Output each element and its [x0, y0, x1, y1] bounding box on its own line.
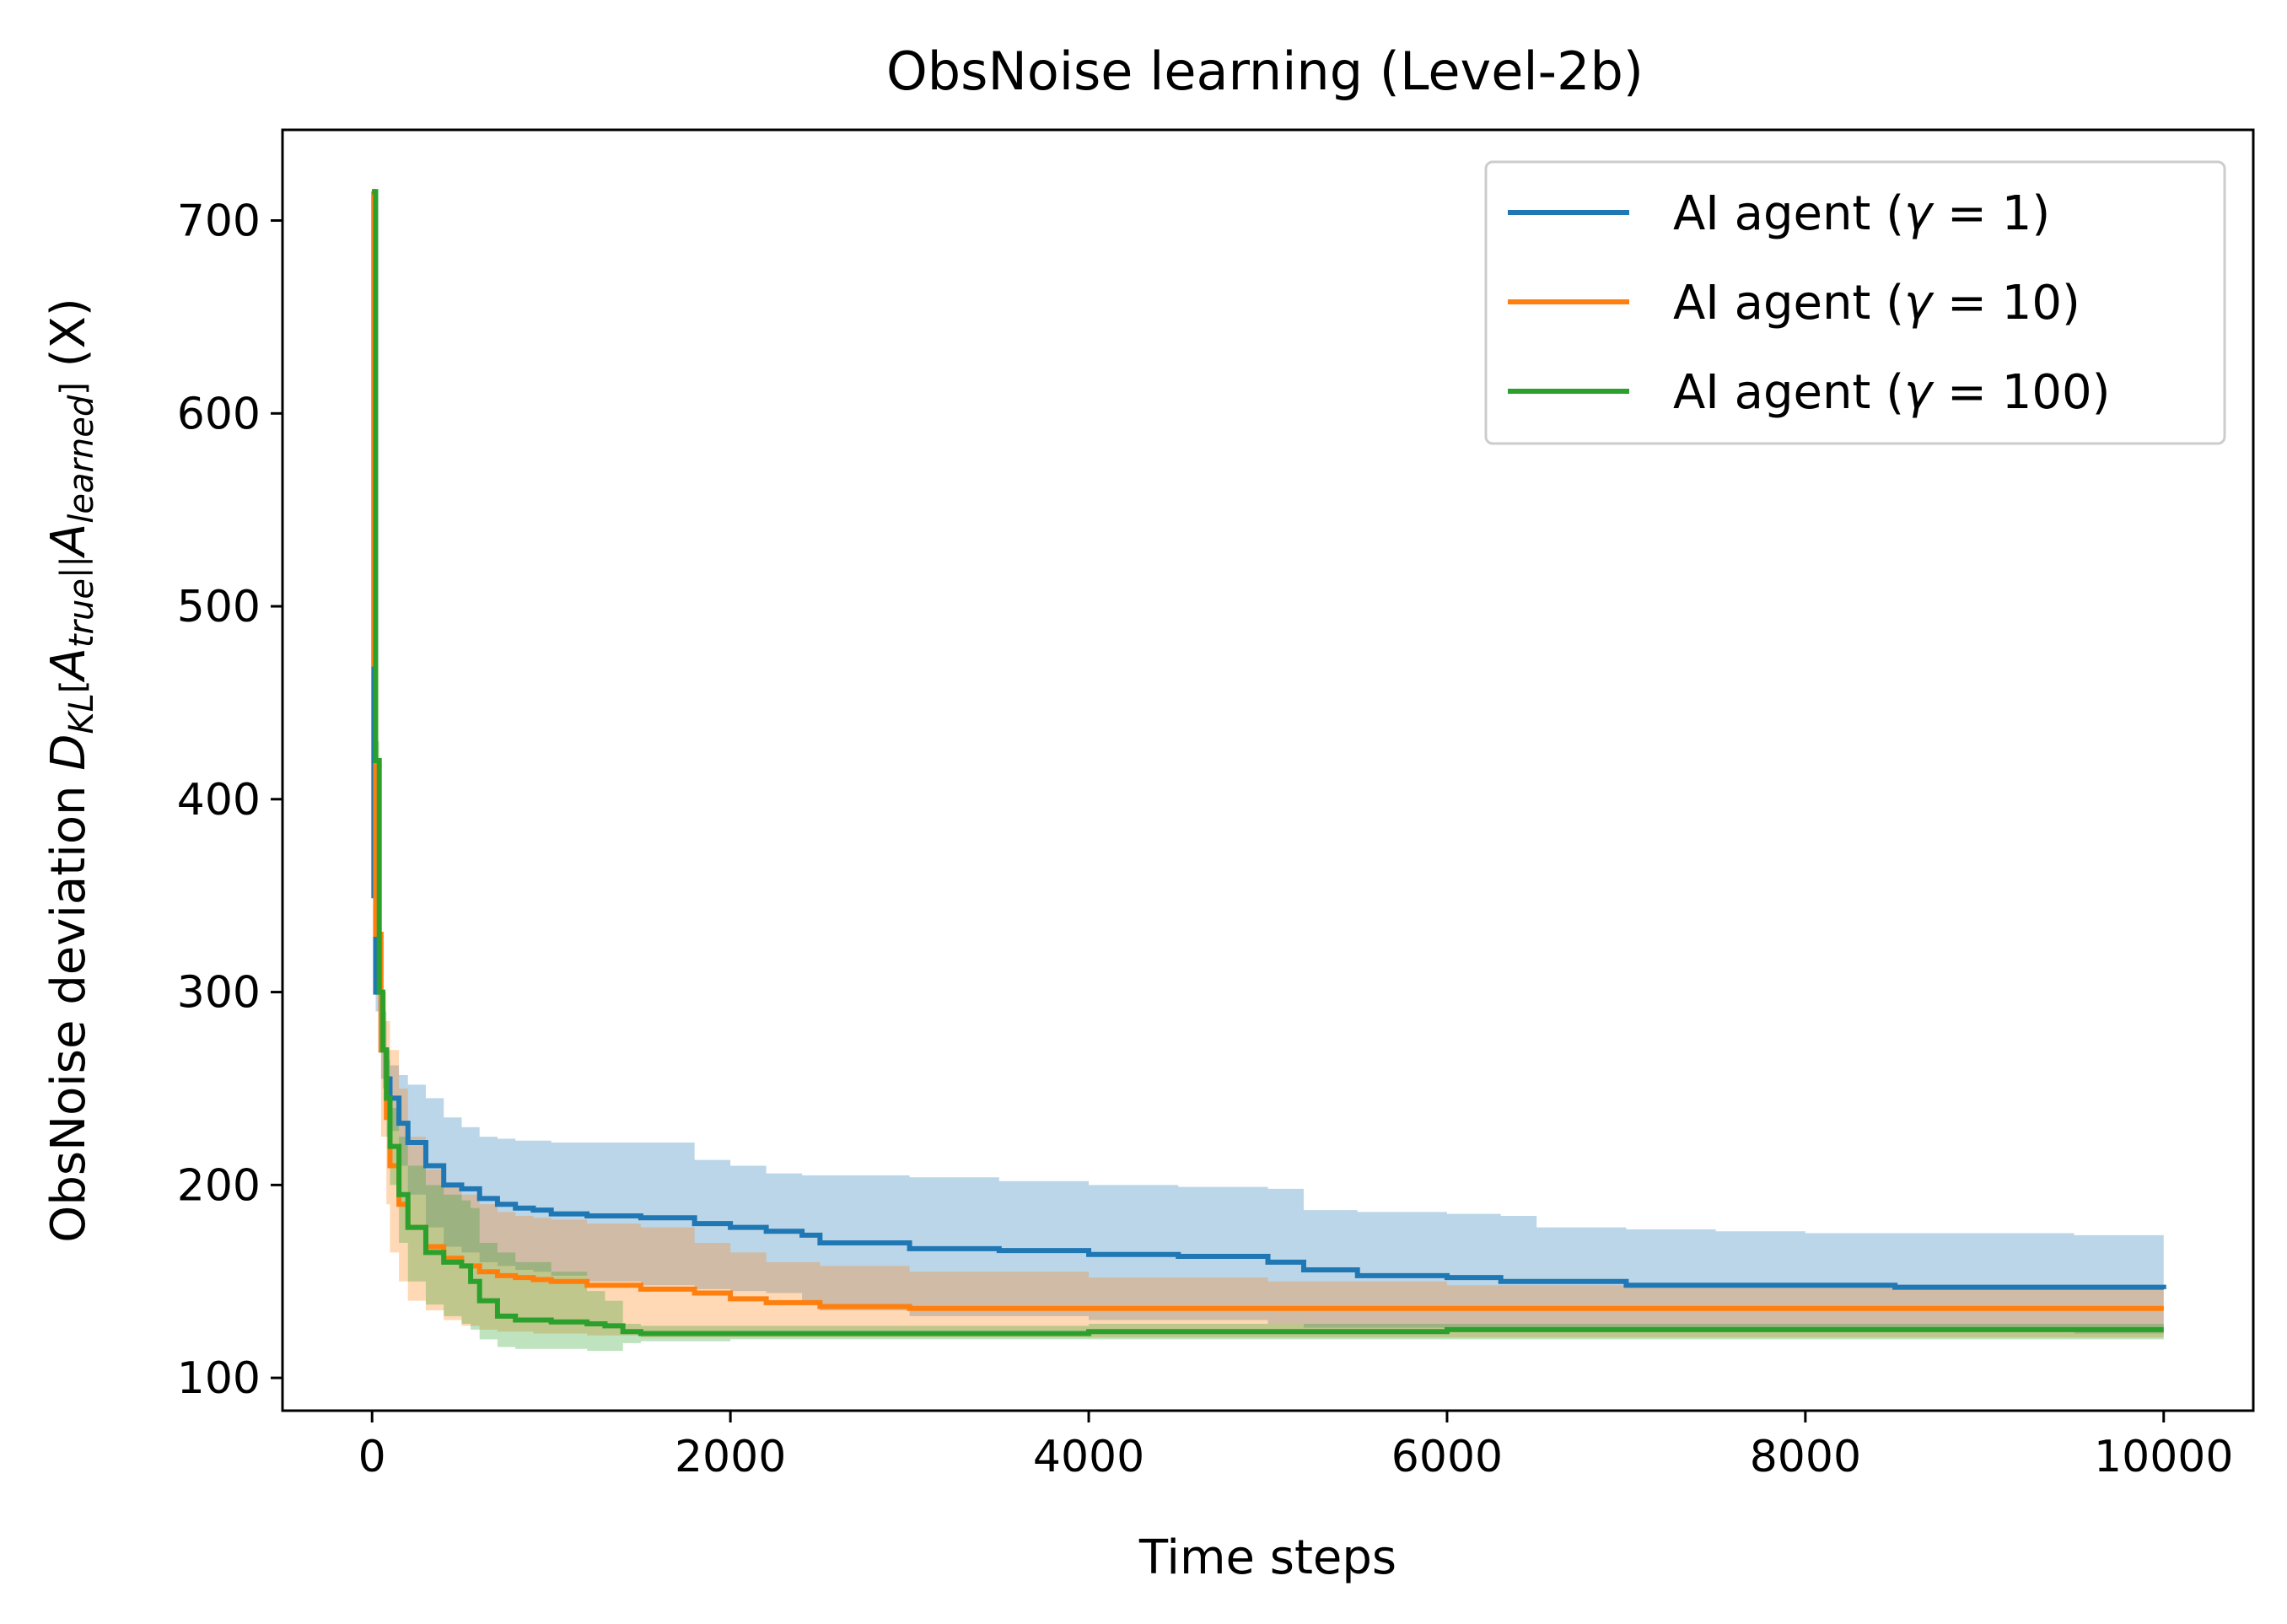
ylabel-A-true: A	[41, 648, 96, 682]
y-axis-ticks: 100 200 300 400 500 600 700	[177, 196, 283, 1404]
legend-label-1: AI agent (γ = 10)	[1673, 276, 2080, 331]
legend-box	[1484, 160, 2226, 445]
ylabel-bracket-close: ]	[54, 382, 93, 395]
y-tick-label: 300	[177, 968, 261, 1019]
x-tick-label: 0	[358, 1432, 386, 1482]
legend-label-2: AI agent (γ = 100)	[1673, 365, 2110, 420]
y-tick-label: 200	[177, 1160, 261, 1211]
ylabel-suffix: (X)	[41, 298, 96, 382]
series-line-2	[372, 189, 2164, 1336]
x-axis-label: Time steps	[1138, 1530, 1396, 1585]
y-tick-label: 500	[177, 582, 261, 632]
x-tick-label: 6000	[1391, 1432, 1503, 1482]
y-axis-label: ObsNoise deviation DKL[Atrue||Alearned] …	[41, 298, 101, 1242]
ylabel-true-subscript: true	[62, 578, 101, 648]
ylabel-separator: ||	[54, 556, 93, 578]
plot-area-frame	[281, 128, 2255, 1412]
x-tick-label: 10000	[2094, 1432, 2233, 1482]
ylabel-KL-subscript: KL	[62, 693, 101, 734]
x-tick-label: 4000	[1033, 1432, 1144, 1482]
ylabel-learned-subscript: learned	[62, 395, 101, 524]
y-tick-label: 100	[177, 1353, 261, 1404]
legend-label-0: AI agent (γ = 1)	[1673, 186, 2050, 241]
confidence-band-1	[372, 191, 2164, 1338]
series-line-0	[371, 189, 2166, 1290]
confidence-band-0	[372, 191, 2164, 1334]
ylabel-bracket-open: [	[54, 680, 93, 693]
chart-title: ObsNoise learning (Level-2b)	[886, 40, 1644, 102]
y-tick-label: 700	[177, 196, 261, 247]
series-lines	[371, 189, 2166, 1336]
x-tick-label: 2000	[675, 1432, 786, 1482]
y-tick-label: 400	[177, 775, 261, 825]
ylabel-D: D	[41, 734, 96, 771]
x-tick-label: 8000	[1750, 1432, 1861, 1482]
y-tick-label: 600	[177, 389, 261, 439]
x-axis-ticks: 0 2000 4000 6000 8000 10000	[358, 1411, 2233, 1482]
legend: AI agent (γ = 1) AI agent (γ = 10) AI agen…	[1484, 160, 2226, 445]
confidence-bands	[372, 191, 2164, 1352]
ylabel-prefix: ObsNoise deviation	[41, 771, 96, 1243]
ylabel-A-learned: A	[41, 524, 96, 558]
